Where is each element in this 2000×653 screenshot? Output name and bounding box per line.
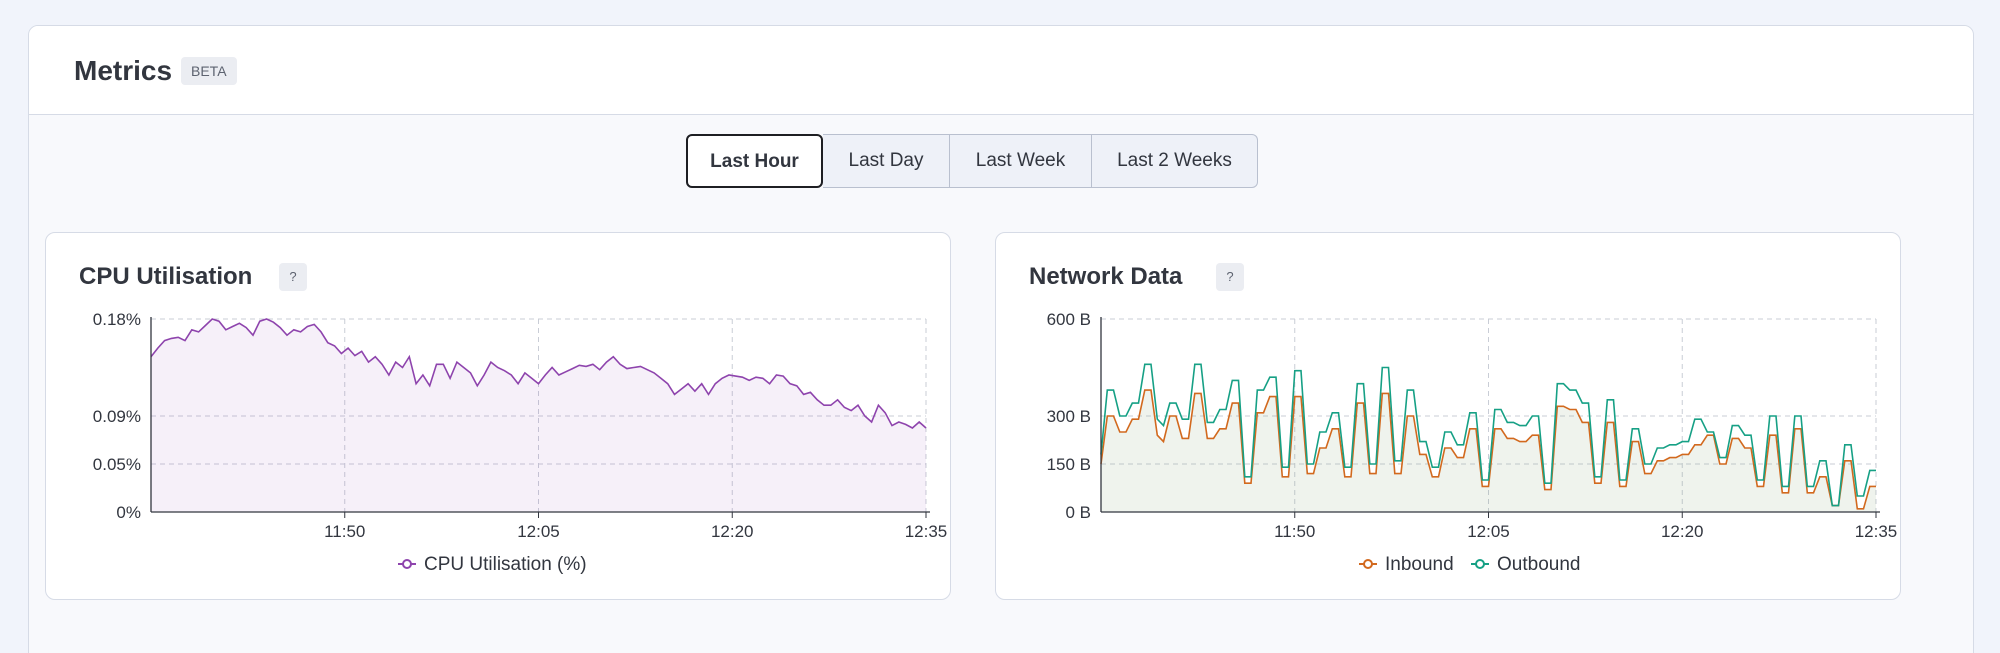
- page-title: Metrics: [74, 55, 173, 86]
- x-tick-label: 12:35: [905, 522, 948, 541]
- series-area-inbound: [1101, 390, 1876, 512]
- legend-marker: [1363, 559, 1373, 569]
- x-tick-label: 12:05: [517, 522, 560, 541]
- network-help-icon[interactable]: ?: [1216, 263, 1244, 291]
- legend-item-outbound: Outbound: [1497, 554, 1580, 575]
- tab-last-hour[interactable]: Last Hour: [686, 134, 823, 188]
- x-tick-label: 11:50: [324, 522, 365, 541]
- x-tick-label: 12:20: [711, 522, 754, 541]
- network-data-chart: 0 B 150 B 300 B 600 B 11:50 12:05 12:20 12:35 In…: [1047, 310, 1898, 575]
- x-tick-label: 12:20: [1661, 522, 1704, 541]
- series-line-inbound: [1100, 389, 1876, 510]
- y-tick-label: 0.18%: [93, 310, 141, 329]
- y-tick-label: 300 B: [1047, 407, 1091, 426]
- x-tick-label: 11:50: [1274, 522, 1315, 541]
- network-card-title: Network Data: [1029, 263, 1183, 290]
- series-area-cpu-utilisation-: [151, 319, 926, 512]
- time-range-selector: Last Hour Last Day Last Week Last 2 Week…: [686, 134, 1258, 188]
- y-tick-label: 0 B: [1065, 503, 1091, 522]
- cpu-card-title: CPU Utilisation: [79, 263, 253, 290]
- legend-item-inbound: Inbound: [1385, 554, 1454, 575]
- series-line-cpu-utilisation-: [150, 318, 927, 429]
- y-tick-label: 0%: [116, 503, 141, 522]
- legend-marker: [1475, 559, 1485, 569]
- y-tick-label: 150 B: [1047, 455, 1091, 474]
- cpu-utilisation-chart: 0% 0.05% 0.09% 0.18% 11:50 12:05 12:20 12:35 CPU…: [93, 310, 948, 575]
- series-line-outbound: [1100, 363, 1876, 507]
- x-tick-label: 12:05: [1467, 522, 1510, 541]
- cpu-utilisation-card: CPU Utilisation ? 0% 0.05% 0.09% 0.18% 11:50…: [45, 232, 951, 600]
- y-tick-label: 0.09%: [93, 407, 141, 426]
- network-data-card: Network Data ? 0 B 150 B 300 B 600 B 11:50 12…: [995, 232, 1901, 600]
- cpu-help-icon[interactable]: ?: [279, 263, 307, 291]
- beta-badge: BETA: [181, 57, 237, 85]
- y-tick-label: 0.05%: [93, 455, 141, 474]
- x-tick-label: 12:35: [1855, 522, 1898, 541]
- legend-marker: [402, 559, 412, 569]
- legend-item-cpu-utilisation-: CPU Utilisation (%): [424, 554, 587, 575]
- tab-last-week[interactable]: Last Week: [950, 134, 1092, 188]
- tab-last-2-weeks[interactable]: Last 2 Weeks: [1092, 134, 1258, 188]
- y-tick-label: 600 B: [1047, 310, 1091, 329]
- panel-header: Metrics BETA: [29, 26, 1973, 115]
- tab-last-day[interactable]: Last Day: [823, 134, 950, 188]
